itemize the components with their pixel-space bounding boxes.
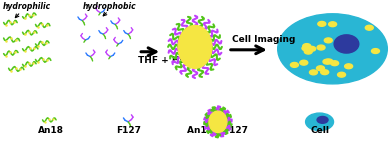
Ellipse shape (323, 59, 331, 64)
Text: An18: An18 (38, 126, 64, 134)
Ellipse shape (308, 46, 316, 51)
Ellipse shape (178, 25, 212, 68)
Text: F127: F127 (116, 126, 141, 134)
Ellipse shape (278, 14, 387, 84)
Ellipse shape (317, 45, 325, 50)
Ellipse shape (209, 111, 227, 132)
Text: THF + H₂O: THF + H₂O (138, 56, 191, 65)
Ellipse shape (304, 49, 312, 54)
Ellipse shape (306, 113, 334, 131)
Ellipse shape (290, 62, 298, 67)
Ellipse shape (318, 21, 326, 26)
Ellipse shape (324, 38, 332, 43)
Ellipse shape (317, 116, 328, 123)
Text: Cell: Cell (310, 126, 329, 134)
Ellipse shape (365, 25, 373, 30)
Ellipse shape (330, 61, 339, 66)
Text: hydrophilic: hydrophilic (3, 2, 51, 11)
Text: hydrophobic: hydrophobic (82, 2, 136, 11)
Ellipse shape (334, 35, 359, 53)
Ellipse shape (310, 70, 318, 75)
Ellipse shape (300, 60, 308, 65)
Ellipse shape (372, 49, 379, 54)
Ellipse shape (303, 44, 311, 49)
Text: An18 - F127: An18 - F127 (187, 126, 249, 134)
Ellipse shape (316, 66, 325, 71)
Ellipse shape (302, 46, 310, 51)
Ellipse shape (328, 22, 337, 27)
Ellipse shape (345, 64, 353, 69)
Ellipse shape (321, 70, 328, 75)
Ellipse shape (325, 59, 333, 64)
Ellipse shape (338, 72, 345, 77)
Text: Cell Imaging: Cell Imaging (232, 35, 295, 44)
